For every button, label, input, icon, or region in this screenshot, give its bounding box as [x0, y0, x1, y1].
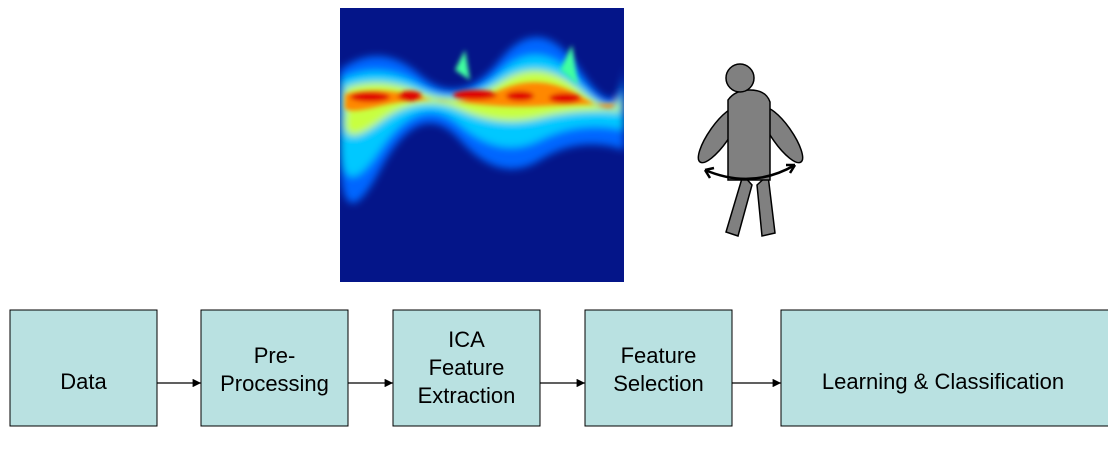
node-label: Learning & Classification: [822, 369, 1064, 394]
node-label: Pre-: [254, 343, 296, 368]
node-label: Feature: [621, 343, 697, 368]
diagram: Data Pre- Processing ICA Feature Extraction Fe…: [0, 0, 1108, 451]
node-label: Feature: [429, 355, 505, 380]
node-label: Selection: [613, 371, 704, 396]
node-label: Data: [60, 369, 107, 394]
spectrogram: [340, 8, 624, 282]
walking-person: [692, 64, 809, 236]
flow: Data Pre- Processing ICA Feature Extraction Fe…: [10, 310, 1108, 426]
node-label: Extraction: [418, 383, 516, 408]
box: [585, 310, 732, 426]
box: [201, 310, 348, 426]
node-label: Processing: [220, 371, 329, 396]
node-label: ICA: [448, 327, 485, 352]
